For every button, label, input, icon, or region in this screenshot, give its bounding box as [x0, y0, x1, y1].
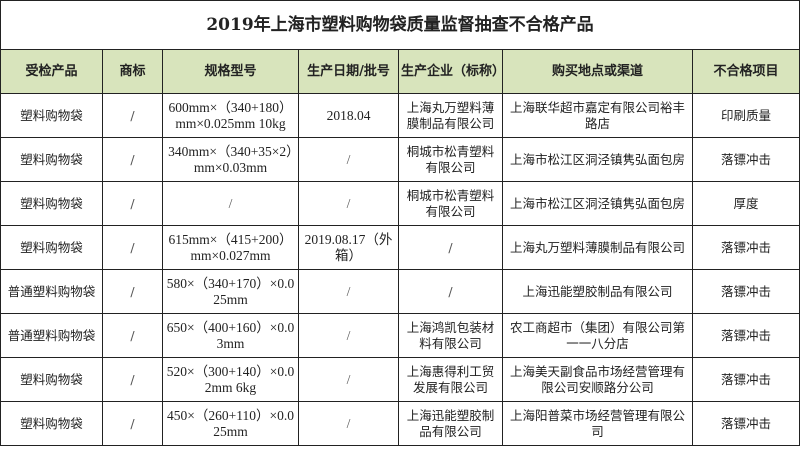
- cell-maker: 上海惠得利工贸发展有限公司: [398, 357, 503, 402]
- cell-spec: 580×（340+170）×0.025mm: [162, 269, 299, 314]
- cell-brand: /: [102, 225, 163, 270]
- nonconforming-products-table: 2019年上海市塑料购物袋质量监督抽查不合格产品 受检产品 商标 规格型号 生产…: [0, 0, 800, 446]
- cell-maker: /: [398, 225, 503, 270]
- table-row: 普通塑料购物袋/580×（340+170）×0.025mm / / 上海迅能塑胶制品有…: [0, 269, 800, 314]
- table-row: 普通塑料购物袋/650×（400+160）×0.03mm / 上海鸿凯包装材料有限公…: [0, 313, 800, 358]
- table-row: 塑料购物袋/520×（300+140）×0.02mm 6kg / 上海惠得利工贸发展…: [0, 357, 800, 402]
- cell-item: 落镖冲击: [692, 313, 800, 358]
- cell-date: /: [298, 401, 399, 446]
- cell-spec: 520×（300+140）×0.02mm 6kg: [162, 357, 299, 402]
- cell-product: 塑料购物袋: [0, 93, 103, 138]
- cell-brand: /: [102, 357, 163, 402]
- cell-spec: 340mm×（340+35×2）mm×0.03mm: [162, 137, 299, 182]
- header-place: 购买地点或渠道: [502, 49, 693, 94]
- cell-item: 落镖冲击: [692, 269, 800, 314]
- cell-product: 塑料购物袋: [0, 137, 103, 182]
- cell-maker: 桐城市松青塑料有限公司: [398, 181, 503, 226]
- cell-item: 落镖冲击: [692, 137, 800, 182]
- table-row: 塑料购物袋/600mm×（340+180）mm×0.025mm 10kg 2018…: [0, 93, 800, 138]
- cell-date: 2019.08.17（外箱）: [298, 225, 399, 270]
- cell-product: 塑料购物袋: [0, 181, 103, 226]
- cell-date: /: [298, 313, 399, 358]
- cell-product: 塑料购物袋: [0, 357, 103, 402]
- table-row: 塑料购物袋 / / / 桐城市松青塑料有限公司 上海市松江区洞泾镇隽弘面包房 厚度: [0, 181, 800, 226]
- cell-spec: 450×（260+110）×0.025mm: [162, 401, 299, 446]
- cell-item: 落镖冲击: [692, 401, 800, 446]
- table-row: 塑料购物袋/450×（260+110）×0.025mm / 上海迅能塑胶制品有限公司…: [0, 401, 800, 446]
- cell-place: 上海迅能塑胶制品有限公司: [502, 269, 693, 314]
- cell-brand: /: [102, 313, 163, 358]
- cell-product: 塑料购物袋: [0, 225, 103, 270]
- cell-place: 上海阳普菜市场经营管理有限公司: [502, 401, 693, 446]
- table-row: 塑料购物袋/340mm×（340+35×2）mm×0.03mm / 桐城市松青塑料有…: [0, 137, 800, 182]
- cell-brand: /: [102, 269, 163, 314]
- cell-maker: 上海鸿凯包装材料有限公司: [398, 313, 503, 358]
- cell-place: 上海丸万塑料薄膜制品有限公司: [502, 225, 693, 270]
- header-item: 不合格项目: [692, 49, 800, 94]
- header-date: 生产日期/批号: [298, 49, 399, 94]
- cell-date: /: [298, 269, 399, 314]
- header-brand: 商标: [102, 49, 163, 94]
- cell-product: 普通塑料购物袋: [0, 313, 103, 358]
- cell-brand: /: [102, 401, 163, 446]
- cell-product: 普通塑料购物袋: [0, 269, 103, 314]
- cell-date: 2018.04: [298, 93, 399, 138]
- cell-maker: /: [398, 269, 503, 314]
- cell-brand: /: [102, 93, 163, 138]
- cell-date: /: [298, 181, 399, 226]
- cell-place: 上海市松江区洞泾镇隽弘面包房: [502, 181, 693, 226]
- table-title: 2019年上海市塑料购物袋质量监督抽查不合格产品: [0, 0, 800, 50]
- cell-maker: 上海丸万塑料薄膜制品有限公司: [398, 93, 503, 138]
- header-product: 受检产品: [0, 49, 103, 94]
- cell-place: 农工商超市（集团）有限公司第一一八分店: [502, 313, 693, 358]
- cell-place: 上海联华超市嘉定有限公司裕丰路店: [502, 93, 693, 138]
- cell-product: 塑料购物袋: [0, 401, 103, 446]
- cell-item: 落镖冲击: [692, 357, 800, 402]
- cell-brand: /: [102, 181, 163, 226]
- header-row: 受检产品 商标 规格型号 生产日期/批号 生产企业（标称） 购买地点或渠道 不合…: [0, 49, 800, 94]
- cell-spec: /: [162, 181, 299, 226]
- cell-place: 上海美天副食品市场经营管理有限公司安顺路分公司: [502, 357, 693, 402]
- header-maker: 生产企业（标称）: [398, 49, 505, 94]
- cell-maker: 桐城市松青塑料有限公司: [398, 137, 503, 182]
- cell-brand: /: [102, 137, 163, 182]
- cell-maker: 上海迅能塑胶制品有限公司: [398, 401, 503, 446]
- cell-place: 上海市松江区洞泾镇隽弘面包房: [502, 137, 693, 182]
- cell-item: 落镖冲击: [692, 225, 800, 270]
- header-spec: 规格型号: [162, 49, 299, 94]
- cell-date: /: [298, 137, 399, 182]
- cell-item: 厚度: [692, 181, 800, 226]
- cell-spec: 600mm×（340+180）mm×0.025mm 10kg: [162, 93, 299, 138]
- table-row: 塑料购物袋/615mm×（415+200）mm×0.027mm 2019.08.1…: [0, 225, 800, 270]
- cell-spec: 615mm×（415+200）mm×0.027mm: [162, 225, 299, 270]
- cell-item: 印刷质量: [692, 93, 800, 138]
- cell-spec: 650×（400+160）×0.03mm: [162, 313, 299, 358]
- cell-date: /: [298, 357, 399, 402]
